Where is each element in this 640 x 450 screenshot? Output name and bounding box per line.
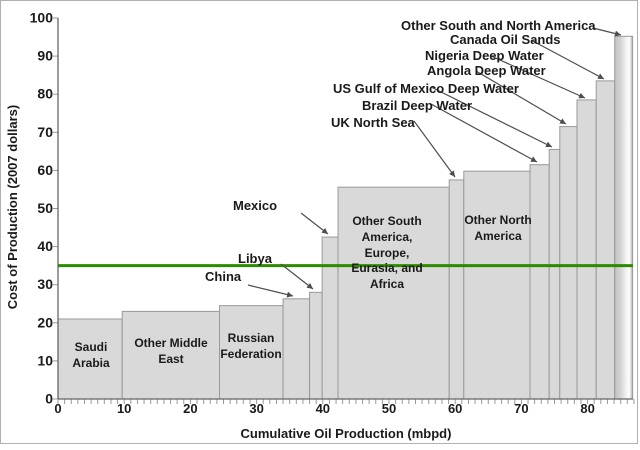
svg-text:Angola Deep Water: Angola Deep Water [427, 63, 546, 78]
svg-text:Nigeria Deep Water: Nigeria Deep Water [425, 48, 544, 63]
svg-text:Other South: Other South [352, 214, 421, 228]
svg-text:Federation: Federation [220, 347, 281, 361]
svg-text:America: America [474, 229, 522, 243]
svg-text:60: 60 [448, 401, 462, 416]
svg-text:Libya: Libya [238, 251, 273, 266]
svg-text:30: 30 [249, 401, 263, 416]
svg-text:0: 0 [54, 401, 61, 416]
svg-text:East: East [158, 352, 183, 366]
svg-text:10: 10 [117, 401, 131, 416]
svg-text:Other North: Other North [464, 213, 531, 227]
svg-text:50: 50 [37, 200, 53, 216]
svg-text:50: 50 [382, 401, 396, 416]
svg-text:90: 90 [37, 48, 53, 64]
svg-text:Mexico: Mexico [233, 198, 277, 213]
svg-text:Other South and North America: Other South and North America [401, 18, 596, 33]
svg-text:America,: America, [362, 230, 413, 244]
svg-text:70: 70 [37, 124, 53, 140]
svg-text:40: 40 [316, 401, 330, 416]
svg-text:30: 30 [37, 276, 53, 292]
svg-text:Russian: Russian [228, 331, 275, 345]
svg-text:0: 0 [45, 391, 53, 407]
svg-text:China: China [205, 269, 242, 284]
svg-text:Cost of Production (2007 dolla: Cost of Production (2007 dollars) [5, 105, 20, 309]
svg-text:Saudi: Saudi [75, 340, 108, 354]
svg-text:Africa: Africa [370, 277, 404, 291]
svg-text:Canada Oil Sands: Canada Oil Sands [450, 32, 561, 47]
svg-text:20: 20 [183, 401, 197, 416]
svg-text:60: 60 [37, 162, 53, 178]
svg-text:Europe,: Europe, [365, 246, 410, 260]
svg-text:10: 10 [37, 352, 53, 368]
svg-text:US Gulf of Mexico Deep Water: US Gulf of Mexico Deep Water [333, 81, 519, 96]
svg-text:Eurasia, and: Eurasia, and [351, 261, 422, 275]
svg-text:100: 100 [30, 10, 54, 26]
svg-text:40: 40 [37, 238, 53, 254]
svg-text:Arabia: Arabia [72, 356, 110, 370]
svg-text:UK North Sea: UK North Sea [331, 115, 416, 130]
svg-text:70: 70 [514, 401, 528, 416]
svg-text:Other Middle: Other Middle [134, 336, 208, 350]
svg-text:Cumulative Oil Production (mbp: Cumulative Oil Production (mbpd) [241, 426, 452, 441]
svg-text:20: 20 [37, 314, 53, 330]
svg-text:Brazil Deep Water: Brazil Deep Water [362, 98, 472, 113]
svg-text:80: 80 [37, 86, 53, 102]
svg-text:80: 80 [580, 401, 594, 416]
